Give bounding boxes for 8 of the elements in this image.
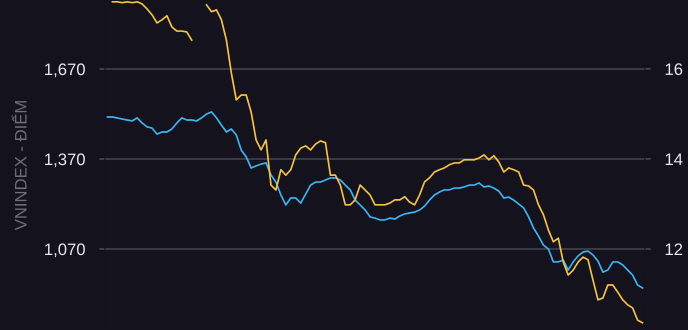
y-tick-label: 1,070 xyxy=(45,243,85,258)
y-tick-label: 1,670 xyxy=(45,63,85,78)
y-axis-title: VNINDEX - ĐIỂM xyxy=(12,101,27,230)
line-series xyxy=(106,111,644,289)
y-tick-label: 1,370 xyxy=(45,153,85,168)
y2-tick-label: 12 xyxy=(666,243,682,255)
y2-tick-label: 16 xyxy=(666,63,682,76)
y2-tick-label: 14 xyxy=(666,153,682,165)
